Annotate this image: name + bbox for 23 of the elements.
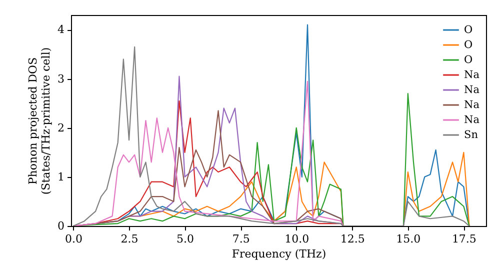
legend-label: Na bbox=[464, 84, 480, 96]
y-tick-label: 1 bbox=[58, 170, 64, 184]
y-axis-title: Phonon projected DOS (States/THz·primitive cell) bbox=[26, 47, 52, 195]
y-tick-label: 3 bbox=[58, 72, 64, 86]
x-tick-label: 10.0 bbox=[284, 232, 310, 246]
x-tick-label: 15.0 bbox=[396, 232, 421, 246]
y-tick-label: 0 bbox=[58, 220, 64, 232]
legend-label: O bbox=[464, 39, 473, 51]
x-tick-label: 5.0 bbox=[176, 232, 194, 246]
x-tick-label: 2.5 bbox=[120, 232, 138, 246]
x-axis-title: Frequency (THz) bbox=[232, 248, 326, 260]
x-tick-label: 0.0 bbox=[64, 232, 82, 246]
x-tick-label: 7.5 bbox=[232, 232, 250, 246]
legend-label: Na bbox=[464, 69, 480, 81]
x-tick-label: 17.5 bbox=[452, 232, 476, 246]
legend-label: O bbox=[464, 54, 473, 66]
x-tick-label: 12.5 bbox=[340, 232, 365, 246]
legend-label: O bbox=[464, 24, 473, 36]
y-tick-label: 4 bbox=[58, 23, 64, 36]
legend-label: Sn bbox=[464, 129, 478, 141]
legend-label: Na bbox=[464, 114, 480, 126]
y-tick-label: 2 bbox=[58, 121, 64, 134]
legend-label: Na bbox=[464, 99, 480, 111]
